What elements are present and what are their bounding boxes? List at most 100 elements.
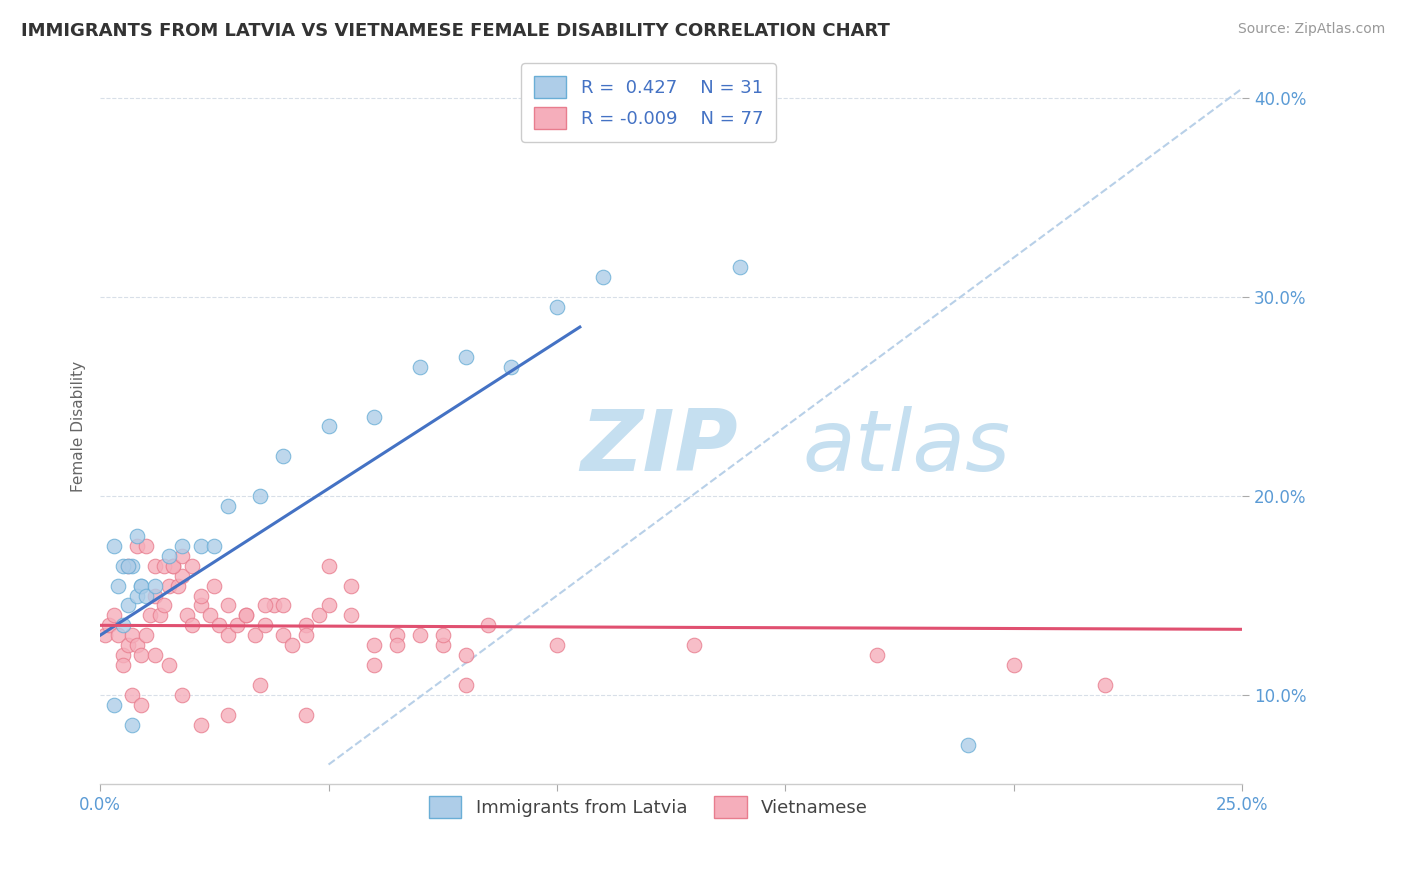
Point <box>117 558 139 573</box>
Point <box>111 658 134 673</box>
Point <box>143 558 166 573</box>
Text: Source: ZipAtlas.com: Source: ZipAtlas.com <box>1237 22 1385 37</box>
Point <box>385 628 408 642</box>
Point <box>157 578 180 592</box>
Point <box>546 300 568 314</box>
Point <box>190 718 212 732</box>
Point <box>308 608 330 623</box>
Point <box>166 578 188 592</box>
Point <box>249 489 271 503</box>
Point <box>121 688 143 702</box>
Point <box>129 578 152 592</box>
Point <box>190 599 212 613</box>
Point <box>129 648 152 662</box>
Point <box>318 419 340 434</box>
Point <box>253 599 276 613</box>
Point <box>125 638 148 652</box>
Point <box>409 628 432 642</box>
Point <box>245 628 267 642</box>
Point <box>172 549 194 563</box>
Point <box>1002 658 1025 673</box>
Point <box>117 558 139 573</box>
Point <box>432 628 454 642</box>
Point <box>501 359 523 374</box>
Text: atlas: atlas <box>803 407 1011 490</box>
Point <box>153 558 176 573</box>
Point <box>253 618 276 632</box>
Point <box>235 608 257 623</box>
Point <box>135 589 157 603</box>
Point <box>683 638 706 652</box>
Point <box>217 707 239 722</box>
Point <box>135 628 157 642</box>
Point <box>125 589 148 603</box>
Point <box>139 608 162 623</box>
Point <box>340 608 363 623</box>
Point <box>409 359 432 374</box>
Point <box>1094 678 1116 692</box>
Point <box>125 529 148 543</box>
Point <box>263 599 285 613</box>
Point <box>98 618 121 632</box>
Point <box>249 678 271 692</box>
Point <box>111 648 134 662</box>
Point <box>235 608 257 623</box>
Point <box>103 698 125 712</box>
Point <box>162 558 184 573</box>
Point <box>176 608 198 623</box>
Point <box>153 599 176 613</box>
Point <box>728 260 751 275</box>
Point <box>477 618 499 632</box>
Y-axis label: Female Disability: Female Disability <box>72 361 86 492</box>
Point <box>198 608 221 623</box>
Point <box>271 628 294 642</box>
Point <box>271 599 294 613</box>
Point <box>172 568 194 582</box>
Point <box>546 638 568 652</box>
Point <box>157 549 180 563</box>
Point <box>190 539 212 553</box>
Point <box>217 628 239 642</box>
Point <box>143 648 166 662</box>
Point <box>111 558 134 573</box>
Point <box>340 578 363 592</box>
Point <box>107 628 129 642</box>
Point <box>318 599 340 613</box>
Point <box>135 539 157 553</box>
Point <box>294 618 316 632</box>
Point <box>592 270 614 285</box>
Point <box>121 718 143 732</box>
Point <box>111 618 134 632</box>
Point <box>93 628 115 642</box>
Point <box>148 608 170 623</box>
Text: IMMIGRANTS FROM LATVIA VS VIETNAMESE FEMALE DISABILITY CORRELATION CHART: IMMIGRANTS FROM LATVIA VS VIETNAMESE FEM… <box>21 22 890 40</box>
Point <box>180 558 202 573</box>
Point <box>125 539 148 553</box>
Point <box>363 409 385 424</box>
Point <box>107 578 129 592</box>
Point <box>208 618 231 632</box>
Point <box>318 558 340 573</box>
Point <box>172 539 194 553</box>
Point <box>217 499 239 513</box>
Point <box>129 578 152 592</box>
Point <box>217 599 239 613</box>
Point <box>143 589 166 603</box>
Point <box>180 618 202 632</box>
Point <box>103 608 125 623</box>
Point <box>281 638 304 652</box>
Point <box>454 648 477 662</box>
Point <box>117 599 139 613</box>
Point <box>190 589 212 603</box>
Point <box>866 648 889 662</box>
Point <box>271 450 294 464</box>
Point <box>117 638 139 652</box>
Point <box>162 558 184 573</box>
Point <box>172 688 194 702</box>
Point <box>294 707 316 722</box>
Point <box>143 578 166 592</box>
Point <box>454 678 477 692</box>
Point <box>103 539 125 553</box>
Point <box>157 658 180 673</box>
Point <box>202 578 225 592</box>
